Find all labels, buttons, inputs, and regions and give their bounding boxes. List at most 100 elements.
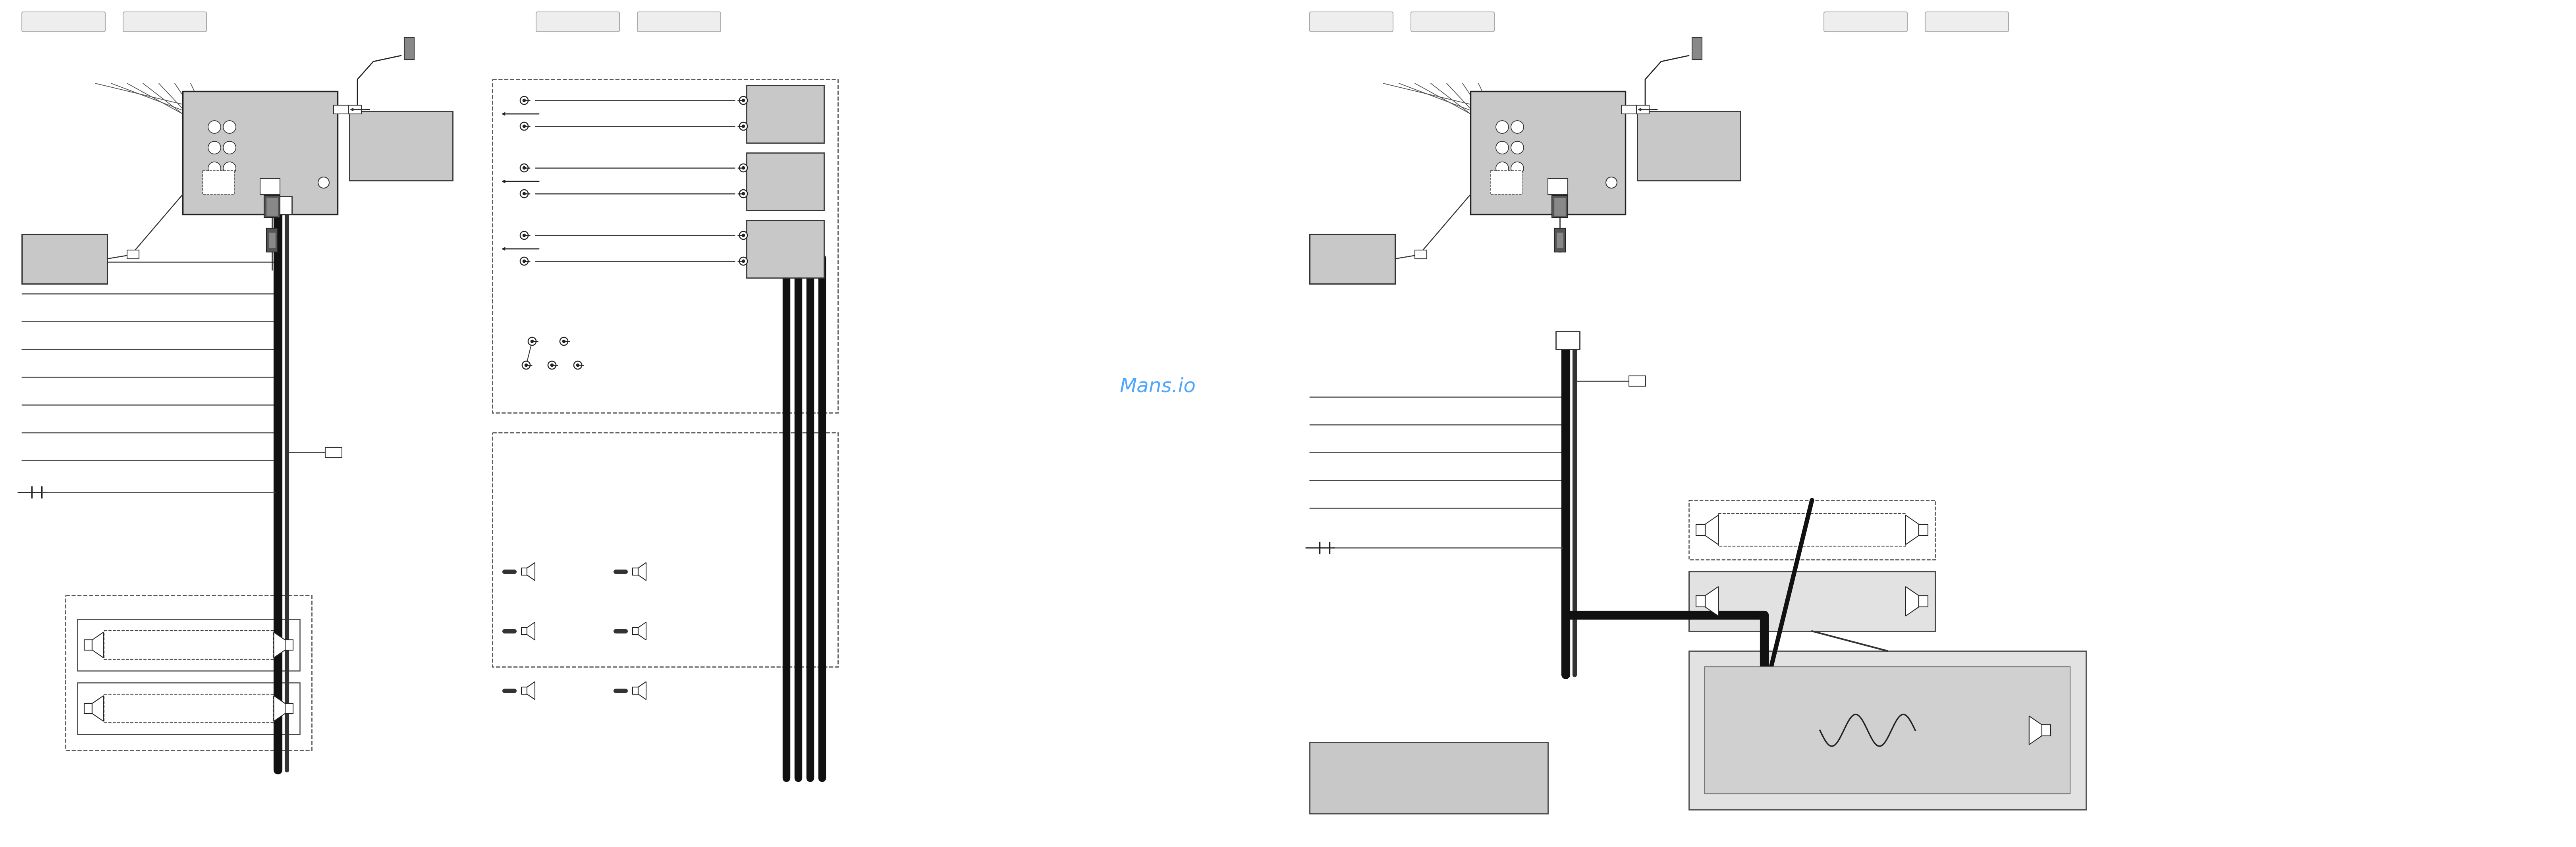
Bar — [1692, 38, 1703, 59]
Circle shape — [1512, 162, 1522, 174]
FancyBboxPatch shape — [124, 12, 206, 31]
Bar — [1695, 595, 1705, 607]
FancyBboxPatch shape — [21, 12, 106, 31]
Circle shape — [224, 120, 237, 133]
Bar — [325, 447, 343, 457]
FancyBboxPatch shape — [1309, 12, 1394, 31]
Circle shape — [742, 125, 744, 128]
Bar — [286, 704, 294, 713]
Bar — [21, 234, 108, 284]
Bar — [265, 196, 281, 218]
Circle shape — [739, 257, 747, 265]
Circle shape — [742, 234, 744, 237]
Circle shape — [739, 163, 747, 172]
Bar — [520, 628, 528, 634]
Polygon shape — [639, 682, 647, 700]
Circle shape — [224, 162, 237, 174]
Bar — [286, 640, 294, 650]
Circle shape — [742, 260, 744, 263]
Bar — [1695, 524, 1705, 535]
Bar — [1620, 105, 1636, 113]
Bar — [1553, 197, 1566, 216]
Bar — [1309, 234, 1396, 284]
Bar — [747, 220, 824, 278]
Circle shape — [523, 234, 526, 237]
Bar — [747, 86, 824, 143]
Bar — [1414, 250, 1427, 259]
Bar — [1628, 376, 1646, 386]
Bar — [77, 619, 299, 671]
Circle shape — [520, 257, 528, 265]
Circle shape — [739, 97, 747, 104]
Polygon shape — [273, 632, 286, 658]
Bar — [1690, 500, 1935, 560]
Circle shape — [742, 167, 744, 169]
Bar — [260, 179, 281, 195]
Circle shape — [1497, 162, 1510, 174]
Bar — [1919, 595, 1927, 607]
Bar — [77, 683, 299, 734]
Circle shape — [1497, 141, 1510, 154]
Bar — [183, 91, 337, 214]
Bar — [1690, 651, 2087, 810]
FancyBboxPatch shape — [1412, 12, 1494, 31]
Bar — [350, 111, 453, 180]
Bar — [492, 80, 837, 412]
Bar — [1638, 111, 1741, 180]
Bar — [634, 628, 639, 634]
Circle shape — [559, 337, 567, 346]
Circle shape — [739, 231, 747, 240]
Circle shape — [523, 125, 526, 128]
Polygon shape — [1906, 587, 1919, 616]
Bar — [1718, 585, 1906, 617]
Bar — [1471, 91, 1625, 214]
Bar — [1553, 228, 1566, 252]
Circle shape — [739, 122, 747, 130]
Circle shape — [209, 120, 222, 133]
Bar — [103, 695, 273, 722]
Circle shape — [520, 163, 528, 172]
Bar — [634, 687, 639, 694]
Polygon shape — [528, 682, 536, 700]
FancyBboxPatch shape — [536, 12, 618, 31]
Bar — [348, 105, 361, 113]
Bar — [1718, 513, 1906, 546]
Text: Mans.io: Mans.io — [1121, 377, 1195, 396]
Circle shape — [523, 192, 526, 195]
Polygon shape — [1705, 515, 1718, 545]
Polygon shape — [528, 562, 536, 580]
Circle shape — [520, 190, 528, 197]
Bar — [1548, 179, 1569, 195]
Bar — [492, 433, 837, 667]
Bar — [1705, 667, 2071, 794]
Circle shape — [1512, 141, 1522, 154]
Circle shape — [523, 167, 526, 169]
Circle shape — [520, 97, 528, 104]
Bar — [332, 105, 348, 113]
Bar — [747, 152, 824, 210]
Bar — [103, 631, 273, 659]
Bar — [1309, 742, 1548, 814]
Polygon shape — [1906, 515, 1919, 545]
Polygon shape — [93, 695, 103, 722]
Circle shape — [528, 337, 536, 346]
Circle shape — [209, 141, 222, 154]
Circle shape — [551, 363, 554, 367]
Bar — [64, 595, 312, 750]
Bar — [1556, 232, 1564, 248]
Circle shape — [1605, 177, 1618, 188]
Circle shape — [531, 340, 533, 343]
Circle shape — [574, 361, 582, 369]
Bar — [1690, 572, 1935, 631]
Polygon shape — [528, 623, 536, 640]
Circle shape — [577, 363, 580, 367]
Bar — [85, 704, 93, 713]
Bar — [1551, 196, 1569, 218]
Circle shape — [562, 340, 564, 343]
Bar — [265, 197, 278, 216]
Bar — [126, 250, 139, 259]
Circle shape — [317, 177, 330, 188]
Circle shape — [224, 141, 237, 154]
Circle shape — [523, 260, 526, 263]
Bar — [634, 568, 639, 575]
